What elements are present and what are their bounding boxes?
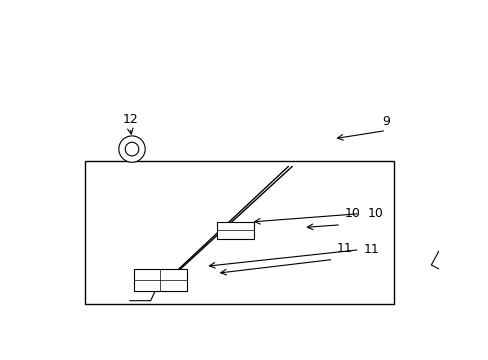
Text: 9: 9 <box>382 115 389 128</box>
Circle shape <box>125 142 139 156</box>
Text: 12: 12 <box>122 113 138 126</box>
Circle shape <box>119 136 145 162</box>
Bar <box>216 222 254 239</box>
Bar <box>134 269 186 291</box>
Text: 11: 11 <box>363 243 379 256</box>
Text: 10: 10 <box>366 207 383 220</box>
Bar <box>85 161 393 304</box>
Text: 10: 10 <box>344 207 360 220</box>
Text: 11: 11 <box>336 242 352 255</box>
